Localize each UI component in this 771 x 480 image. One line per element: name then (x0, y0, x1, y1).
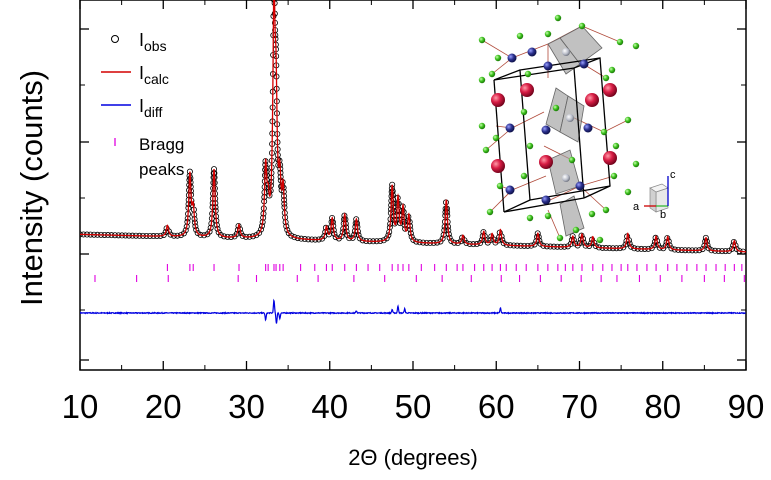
crystal-axes-icon: a b c (633, 169, 676, 221)
obs-point (182, 227, 189, 234)
obs-point (592, 242, 599, 249)
obs-point (729, 245, 736, 252)
obs-point (383, 235, 390, 242)
obs-point (410, 236, 417, 243)
obs-point (206, 228, 213, 235)
obs-point (385, 232, 392, 239)
x-tick-label: 70 (561, 388, 598, 425)
legend-label-bragg-line2: peaks (139, 160, 184, 179)
obs-point (531, 241, 538, 248)
x-tick-label: 50 (395, 388, 432, 425)
crystal-axis-b-label: b (660, 209, 666, 221)
obs-point (338, 233, 345, 240)
legend: Iobs Icalc Idiff Bragg peaks (101, 30, 184, 179)
crystal-axis-c-label: c (670, 169, 676, 181)
x-axis-tick-labels: 10 20 30 40 50 60 70 80 90 (62, 388, 765, 425)
crystal-structure-inset: a b c (478, 14, 676, 244)
legend-label-icalc: Icalc (139, 63, 169, 87)
obs-point (167, 231, 174, 238)
x-tick-label: 10 (62, 388, 99, 425)
obs-point (463, 240, 470, 247)
x-tick-label: 30 (228, 388, 265, 425)
x-tick-label: 90 (728, 388, 765, 425)
obs-point (288, 232, 295, 239)
legend-label-bragg: Bragg (139, 135, 184, 154)
plot-frame (79, 0, 747, 371)
obs-point (622, 241, 629, 248)
obs-point (577, 239, 584, 246)
obs-point (332, 234, 339, 241)
legend-marker-iobs (111, 35, 119, 43)
obs-point (668, 245, 675, 252)
x-axis-label: 2Θ (degrees) (348, 445, 478, 470)
x-tick-label: 80 (644, 388, 681, 425)
obs-point (662, 242, 669, 249)
obs-point (457, 238, 464, 245)
obs-point (291, 234, 298, 241)
obs-point (284, 227, 291, 234)
series-idiff (80, 298, 746, 324)
obs-point (651, 242, 658, 249)
obs-point (477, 240, 484, 247)
obs-point (349, 234, 356, 241)
obs-point (233, 230, 240, 237)
series-icalc (80, 0, 746, 253)
legend-label-idiff: Idiff (139, 96, 163, 120)
legend-label-iobs: Iobs (139, 30, 167, 54)
y-axis-label: Intensity (counts) (14, 70, 49, 306)
x-axis-ticks (79, 0, 747, 370)
x-tick-label: 60 (478, 388, 515, 425)
obs-point (448, 237, 455, 244)
series-bragg-peaks (94, 264, 745, 282)
obs-point (160, 231, 167, 238)
obs-point (439, 235, 446, 242)
obs-point (239, 232, 246, 239)
obs-point (500, 240, 507, 247)
obs-point (256, 229, 263, 236)
obs-point (217, 232, 224, 239)
obs-point (699, 246, 706, 253)
crystal-axis-a-label: a (633, 201, 640, 213)
obs-point (628, 243, 635, 250)
x-tick-label: 20 (145, 388, 182, 425)
obs-point (567, 241, 574, 248)
obs-point (257, 226, 264, 233)
obs-point (495, 237, 502, 244)
x-tick-label: 40 (311, 388, 348, 425)
obs-point (180, 230, 187, 237)
